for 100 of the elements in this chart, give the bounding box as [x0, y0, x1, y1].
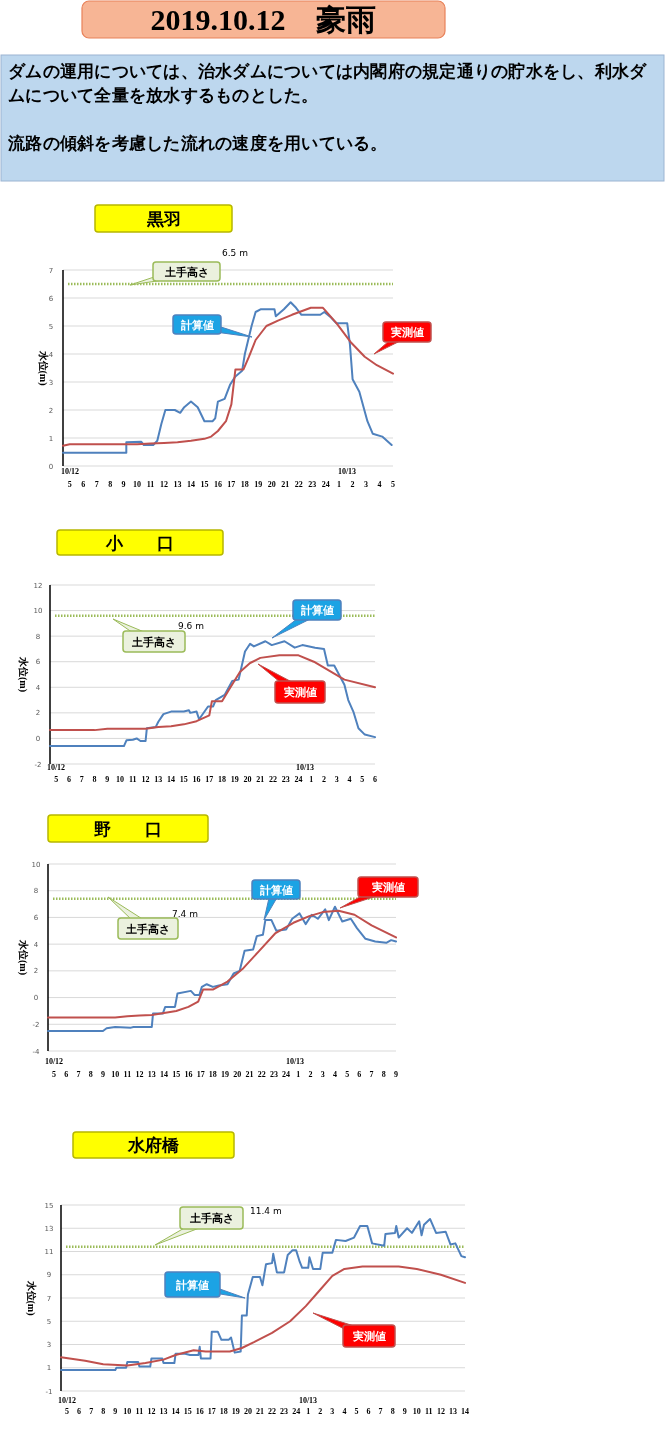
x-tick-label: 9	[105, 775, 110, 784]
x-tick-label: 7	[369, 1070, 374, 1079]
x-tick-label: 6	[366, 1407, 371, 1416]
x-tick-label: 21	[281, 480, 290, 489]
x-tick-label: 13	[448, 1407, 457, 1416]
x-tick-label: 5	[360, 775, 365, 784]
x-tick-label: 9	[121, 480, 126, 489]
x-tick-label: 7	[76, 1070, 81, 1079]
x-tick-label: 21	[256, 775, 265, 784]
chart-title: 野 口	[94, 819, 162, 839]
x-tick-label: 1	[309, 775, 314, 784]
x-tick-label: 8	[92, 775, 97, 784]
text: 10/13	[337, 467, 357, 476]
x-tick-label: 21	[255, 1407, 264, 1416]
annotation: 10/13	[295, 763, 315, 772]
x-tick-label: 23	[281, 775, 290, 784]
x-tick-label: 13	[147, 1070, 156, 1079]
x-tick-label: 3	[334, 775, 339, 784]
x-tick-label: 5	[67, 480, 72, 489]
annotation: 11.4 m	[250, 1206, 282, 1216]
text: 10/12	[60, 467, 80, 476]
x-tick-label: 24	[294, 775, 303, 784]
x-tick-label: 24	[321, 480, 330, 489]
x-tick-label: 1	[296, 1070, 301, 1079]
text: 実測値	[351, 1330, 386, 1343]
x-tick-label: 5	[65, 1407, 70, 1416]
x-tick-label: 4	[377, 480, 382, 489]
x-tick-label: 17	[205, 775, 214, 784]
x-tick-label: 19	[231, 1407, 240, 1416]
x-tick-label: 10	[133, 480, 142, 489]
x-tick-label: 7	[89, 1407, 94, 1416]
x-tick-label: 20	[243, 775, 252, 784]
x-tick-label: 15	[179, 775, 188, 784]
x-tick-label: 13	[159, 1407, 168, 1416]
x-tick-label: 8	[390, 1407, 395, 1416]
x-tick-label: 16	[195, 1407, 204, 1416]
x-tick-label: 6	[77, 1407, 82, 1416]
x-tick-label: 9	[394, 1070, 398, 1079]
text: 10/13	[285, 1057, 305, 1066]
x-tick-label: 9	[100, 1070, 105, 1079]
x-tick-label: 8	[101, 1407, 106, 1416]
x-tick-label: 23	[280, 1407, 289, 1416]
x-tick-label: 14	[171, 1407, 180, 1416]
x-tick-label: 10	[111, 1070, 120, 1079]
y-axis-title: 水位(m)	[17, 939, 29, 975]
x-tick-label: 7	[79, 775, 84, 784]
x-tick-label: 5	[354, 1407, 359, 1416]
x-tick-label: 6	[64, 1070, 69, 1079]
y-axis-title: 水位(m)	[25, 1279, 37, 1316]
chart-title: 小 口	[105, 533, 174, 553]
x-tick-label: 20	[233, 1070, 242, 1079]
x-tick-label: 4	[332, 1070, 337, 1079]
x-tick-label: 22	[257, 1070, 266, 1079]
text: 10/13	[298, 1396, 318, 1405]
text: 計算値	[179, 318, 214, 332]
x-tick-label: 18	[218, 775, 227, 784]
x-tick-label: 14	[461, 1407, 469, 1416]
x-tick-label: 14	[167, 775, 176, 784]
x-tick-label: 3	[330, 1407, 335, 1416]
x-tick-label: 11	[425, 1407, 433, 1416]
x-tick-label: 22	[269, 775, 278, 784]
x-tick-label: 19	[254, 480, 263, 489]
x-tick-label: 9	[113, 1407, 118, 1416]
text: 実測値	[389, 326, 424, 339]
series-label: 計算値	[258, 883, 293, 897]
x-tick-label: 11	[129, 775, 137, 784]
x-tick-label: 17	[196, 1070, 205, 1079]
x-tick-label: 20	[243, 1407, 252, 1416]
ref-line-label: 土手高さ	[125, 922, 170, 936]
x-tick-label: 19	[230, 775, 239, 784]
x-tick-label: 11	[146, 480, 155, 489]
x-tick-label: 12	[160, 480, 169, 489]
ref-line-label: 土手高さ	[163, 265, 209, 279]
chart-title: 黒羽	[145, 209, 181, 229]
annotation: 10/12	[46, 763, 66, 772]
x-tick-label: 23	[269, 1070, 278, 1079]
x-tick-label: 12	[436, 1407, 445, 1416]
x-tick-label: 16	[184, 1070, 193, 1079]
y-axis-title: 水位(m)	[17, 656, 29, 692]
x-tick-label: 22	[294, 480, 303, 489]
x-tick-label: 13	[154, 775, 163, 784]
x-tick-label: 6	[373, 775, 377, 784]
x-tick-label: 3	[364, 480, 369, 489]
x-tick-label: 20	[267, 480, 276, 489]
x-tick-label: 8	[108, 480, 113, 489]
x-tick-label: 5	[391, 480, 395, 489]
text: 10/12	[44, 1057, 64, 1066]
x-tick-label: 10	[116, 775, 125, 784]
x-tick-label: 16	[213, 480, 222, 489]
x-tick-label: 16	[192, 775, 201, 784]
x-tick-label: 21	[245, 1070, 254, 1079]
annotation: 7.4 m	[172, 909, 198, 919]
x-tick-label: 13	[173, 480, 182, 489]
x-tick-label: 24	[282, 1070, 291, 1079]
x-tick-label: 17	[207, 1407, 216, 1416]
text: 計算値	[175, 1278, 209, 1292]
x-tick-label: 2	[350, 480, 355, 489]
x-tick-label: 17	[227, 480, 236, 489]
x-tick-label: 6	[357, 1070, 362, 1079]
x-tick-label: 12	[141, 775, 150, 784]
